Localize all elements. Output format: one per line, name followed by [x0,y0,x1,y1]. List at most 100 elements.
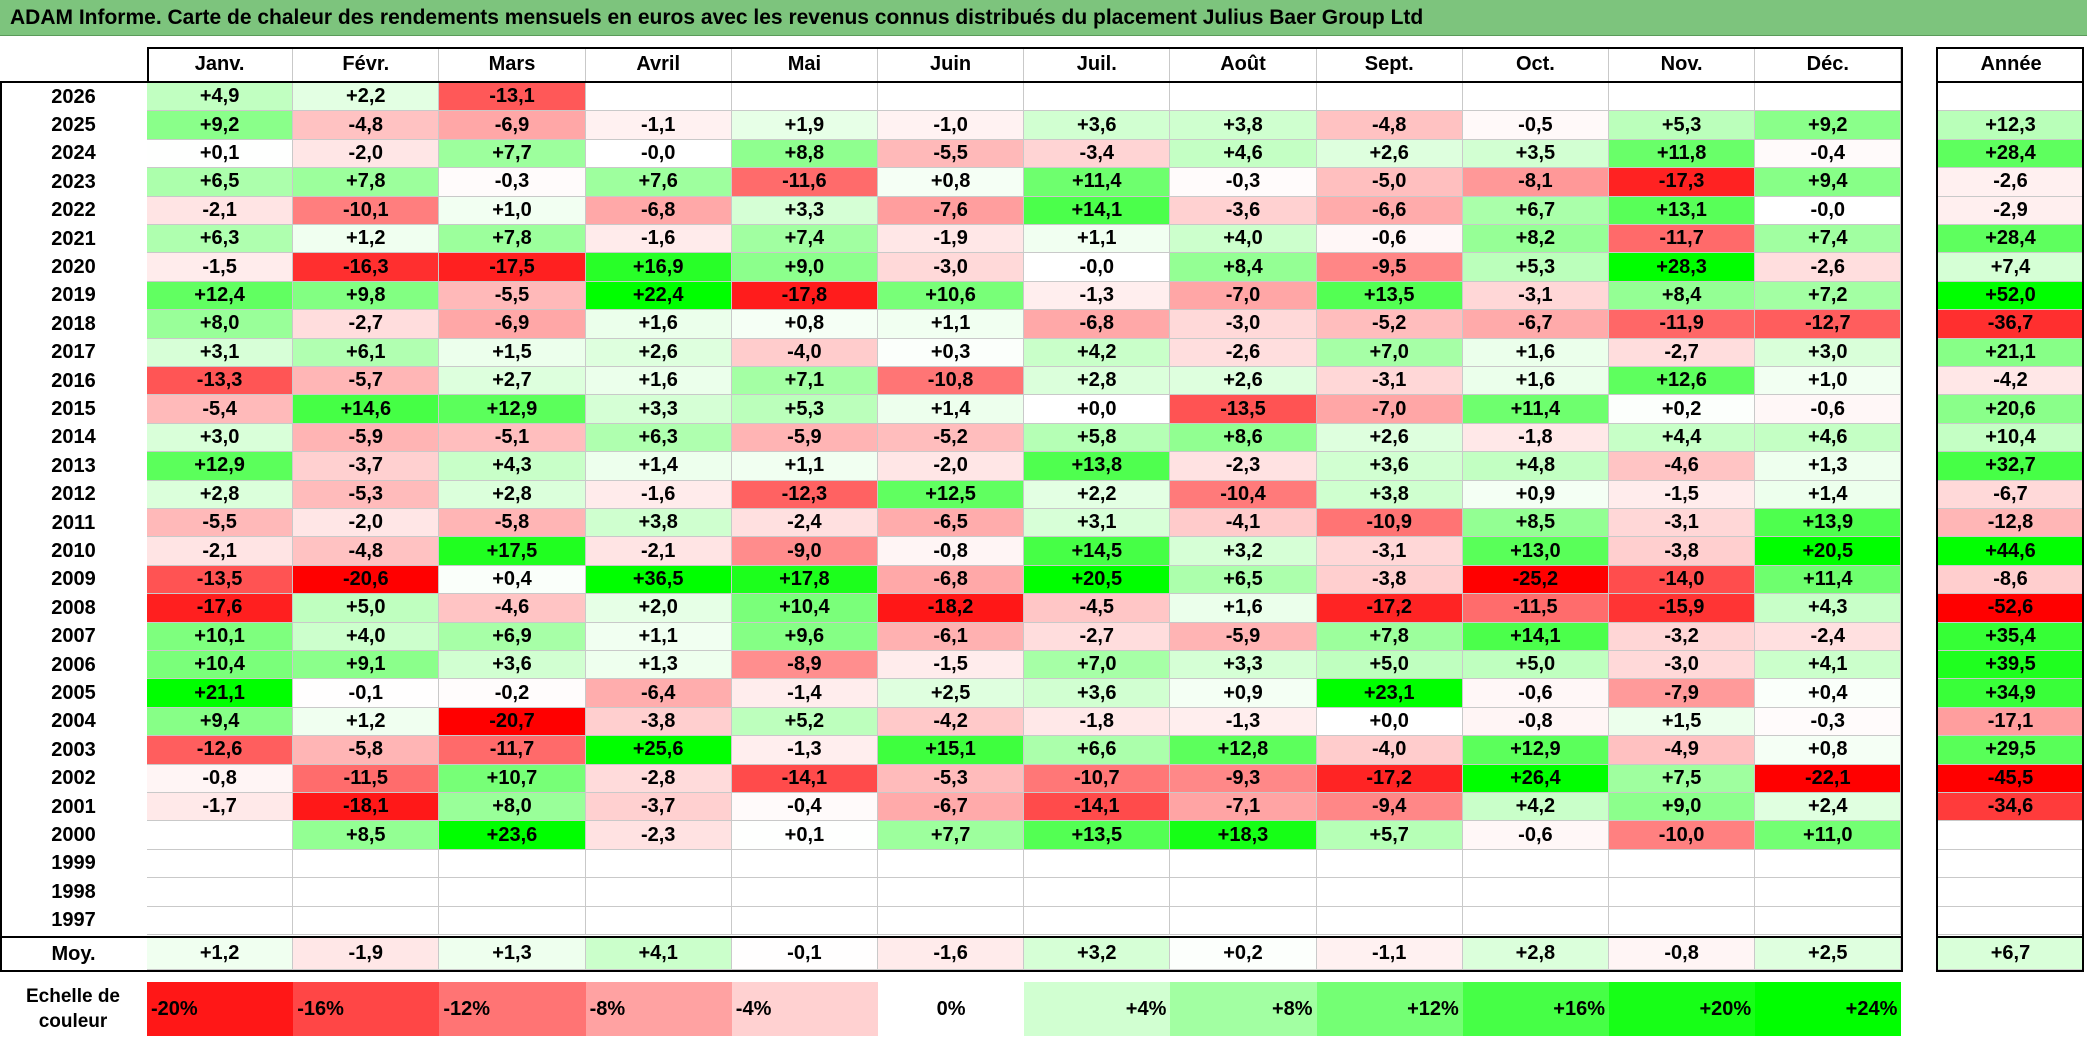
heatmap-cell: -6,8 [878,565,1025,595]
heatmap-cell: +3,1 [1024,509,1171,538]
heatmap-cell: -4,6 [1609,452,1756,481]
heatmap-cell: +2,6 [1316,423,1463,453]
heatmap-cell: +1,2 [293,707,440,737]
average-cell: +2,8 [1462,938,1609,970]
heatmap-cell: +5,8 [1024,423,1171,453]
heatmap-cell: +8,8 [731,139,878,169]
heatmap-cell: -3,1 [1462,281,1609,311]
heatmap-cell: -10,7 [1024,764,1171,793]
heatmap-cell: -17,2 [1316,594,1463,623]
row-year-label: 1997 [51,909,96,932]
heatmap-cell: -2,3 [585,821,732,850]
heatmap-cell: +12,9 [1462,736,1609,765]
heatmap-cell: +1,2 [293,225,440,254]
average-cell: -1,1 [1316,938,1463,970]
heatmap-cell: -3,6 [1170,196,1317,225]
color-scale-swatch: -4% [731,982,878,1036]
heatmap-cell [1170,83,1317,112]
heatmap-cell: +11,4 [1024,168,1171,197]
column-header: Nov. [1609,47,1756,82]
average-cell: -0,1 [731,938,878,970]
heatmap-cell: +3,6 [1316,452,1463,481]
color-scale-swatch: -12% [439,982,586,1036]
heatmap-cell: +2,8 [147,480,294,509]
heatmap-cell: +26,4 [1462,764,1609,793]
heatmap-cell: -3,7 [293,452,440,481]
heatmap-cell: +12,8 [1170,736,1317,765]
heatmap-cell: -4,8 [1316,111,1463,140]
heatmap-cell: -6,8 [1024,310,1171,339]
heatmap-cell: +8,4 [1609,281,1756,311]
heatmap-cell: +0,8 [878,168,1025,197]
heatmap-cell [1755,878,1902,907]
heatmap-cell: +4,6 [1755,423,1902,453]
heatmap-cell [1170,906,1317,935]
heatmap-cell: +0,3 [878,338,1025,367]
heatmap-cell: +6,5 [147,168,294,197]
annual-cell [1938,849,2084,879]
color-scale-swatch: +16% [1462,982,1609,1036]
heatmap-cell: -2,6 [1755,253,1902,282]
row-year-label: 2022 [51,199,96,222]
heatmap-cell: +8,2 [1462,225,1609,254]
row-year-label: 2013 [51,454,96,477]
heatmap-cell: +9,0 [731,253,878,282]
heatmap-cell: +3,3 [585,395,732,424]
heatmap-cell: -2,4 [1755,622,1902,651]
average-label: Moy. [51,942,96,965]
heatmap-cell: -10,9 [1316,509,1463,538]
column-header: Sept. [1316,47,1463,82]
annual-cell: +21,1 [1938,338,2084,367]
heatmap-cell: -6,7 [878,793,1025,822]
heatmap-cell: -9,3 [1170,764,1317,793]
heatmap-cell: -0,4 [1755,139,1902,169]
heatmap-cell: +6,1 [293,338,440,367]
heatmap-cell: +4,1 [1755,651,1902,680]
heatmap-cell: +2,4 [1755,793,1902,822]
heatmap-cell [1609,878,1756,907]
heatmap-cell: -5,8 [293,736,440,765]
heatmap-cell: +0,8 [1755,736,1902,765]
heatmap-cell: +3,0 [1755,338,1902,367]
heatmap-cell [1170,849,1317,879]
heatmap-cell: +21,1 [147,679,294,708]
row-year-label: 2005 [51,682,96,705]
heatmap-cell: +3,6 [1024,111,1171,140]
heatmap-cell: +9,1 [293,651,440,680]
heatmap-cell: +1,3 [1755,452,1902,481]
heatmap-cell: +7,0 [1024,651,1171,680]
heatmap-cell: +4,3 [1755,594,1902,623]
row-year-label: 2011 [51,511,96,534]
heatmap-cell: -20,7 [439,707,586,737]
heatmap-cell: -11,6 [731,168,878,197]
heatmap-cell: -1,9 [878,225,1025,254]
heatmap-cell [1462,906,1609,935]
heatmap-cell: +4,9 [147,83,294,112]
heatmap-cell: -2,0 [878,452,1025,481]
heatmap-cell: +2,6 [585,338,732,367]
heatmap-cell: +2,2 [1024,480,1171,509]
heatmap-cell [1316,906,1463,935]
heatmap-cell: +7,8 [293,168,440,197]
heatmap-cell: -5,3 [878,764,1025,793]
annual-cell: -36,7 [1938,310,2084,339]
heatmap-cell: +14,6 [293,395,440,424]
chart-title: ADAM Informe. Carte de chaleur des rende… [10,6,1424,29]
heatmap-cell: +3,8 [1316,480,1463,509]
average-cell: +4,1 [585,938,732,970]
heatmap-cell: +7,8 [1316,622,1463,651]
heatmap-cell: +1,6 [1170,594,1317,623]
heatmap-cell: +1,6 [585,310,732,339]
heatmap-cell: -3,1 [1609,509,1756,538]
annual-cell: -8,6 [1938,565,2084,595]
average-cell: +1,2 [147,938,294,970]
row-year-label: 2026 [51,85,96,108]
heatmap-cell: +23,1 [1316,679,1463,708]
annual-cell [1938,821,2084,850]
heatmap-cell: +1,1 [731,452,878,481]
heatmap-cell: +9,4 [1755,168,1902,197]
color-scale-swatch: -8% [585,982,732,1036]
heatmap-cell: -0,8 [1462,707,1609,737]
heatmap-cell: +3,3 [1170,651,1317,680]
average-cell: -0,8 [1609,938,1756,970]
